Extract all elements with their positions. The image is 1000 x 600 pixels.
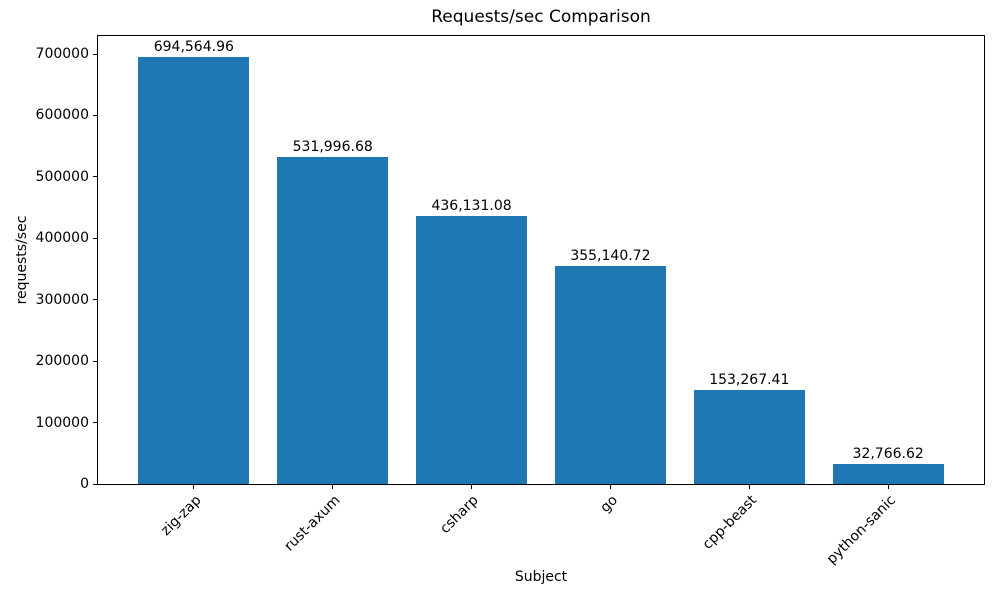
x-tick-mark: [471, 484, 473, 489]
y-tick-label: 0: [80, 476, 89, 492]
y-tick-label: 700000: [35, 46, 89, 62]
x-tick-mark: [332, 484, 334, 489]
y-tick-mark: [93, 422, 98, 424]
x-tick-label: rust-axum: [281, 492, 344, 555]
y-tick-mark: [93, 176, 98, 178]
bar: [693, 389, 805, 484]
x-axis-label: Subject: [514, 569, 568, 585]
x-tick-mark: [748, 484, 750, 489]
chart-title: Requests/sec Comparison: [431, 7, 651, 27]
bar: [138, 57, 250, 484]
x-tick-label: csharp: [437, 492, 483, 537]
y-tick-label: 300000: [35, 291, 89, 308]
y-tick-mark: [93, 237, 98, 239]
x-tick-mark: [887, 484, 889, 489]
y-tick-label: 600000: [35, 107, 89, 124]
y-tick-mark: [93, 53, 98, 55]
bar: [554, 265, 666, 484]
y-tick-label: 400000: [35, 230, 89, 247]
y-tick-label: 100000: [35, 414, 89, 431]
x-tick-label: zig-zap: [157, 492, 205, 539]
y-tick-mark: [93, 299, 98, 301]
bar-value-label: 153,267.41: [709, 371, 790, 388]
bar: [277, 157, 389, 484]
y-tick-label: 500000: [35, 168, 89, 185]
x-tick-mark: [193, 484, 195, 489]
y-tick-mark: [93, 114, 98, 116]
bar: [832, 463, 944, 484]
y-tick-mark: [93, 483, 98, 485]
y-axis-label: requests/sec: [14, 215, 30, 305]
x-tick-mark: [609, 484, 611, 489]
bar-value-label: 32,766.62: [852, 445, 924, 462]
plot-area: 0 100000 200000 300000 400000 500000 600000 700…: [36, 35, 985, 568]
x-tick-label: go: [597, 492, 622, 516]
bar-value-label: 436,131.08: [431, 198, 512, 215]
bar: [416, 216, 528, 484]
y-tick-mark: [93, 360, 98, 362]
bar-value-label: 355,140.72: [570, 247, 651, 264]
bar-value-label: 694,564.96: [153, 39, 234, 56]
x-tick-label: cpp-beast: [699, 492, 760, 553]
x-tick-label: python-sanic: [823, 492, 899, 568]
y-tick-label: 200000: [35, 353, 89, 370]
bar-value-label: 531,996.68: [292, 139, 373, 156]
